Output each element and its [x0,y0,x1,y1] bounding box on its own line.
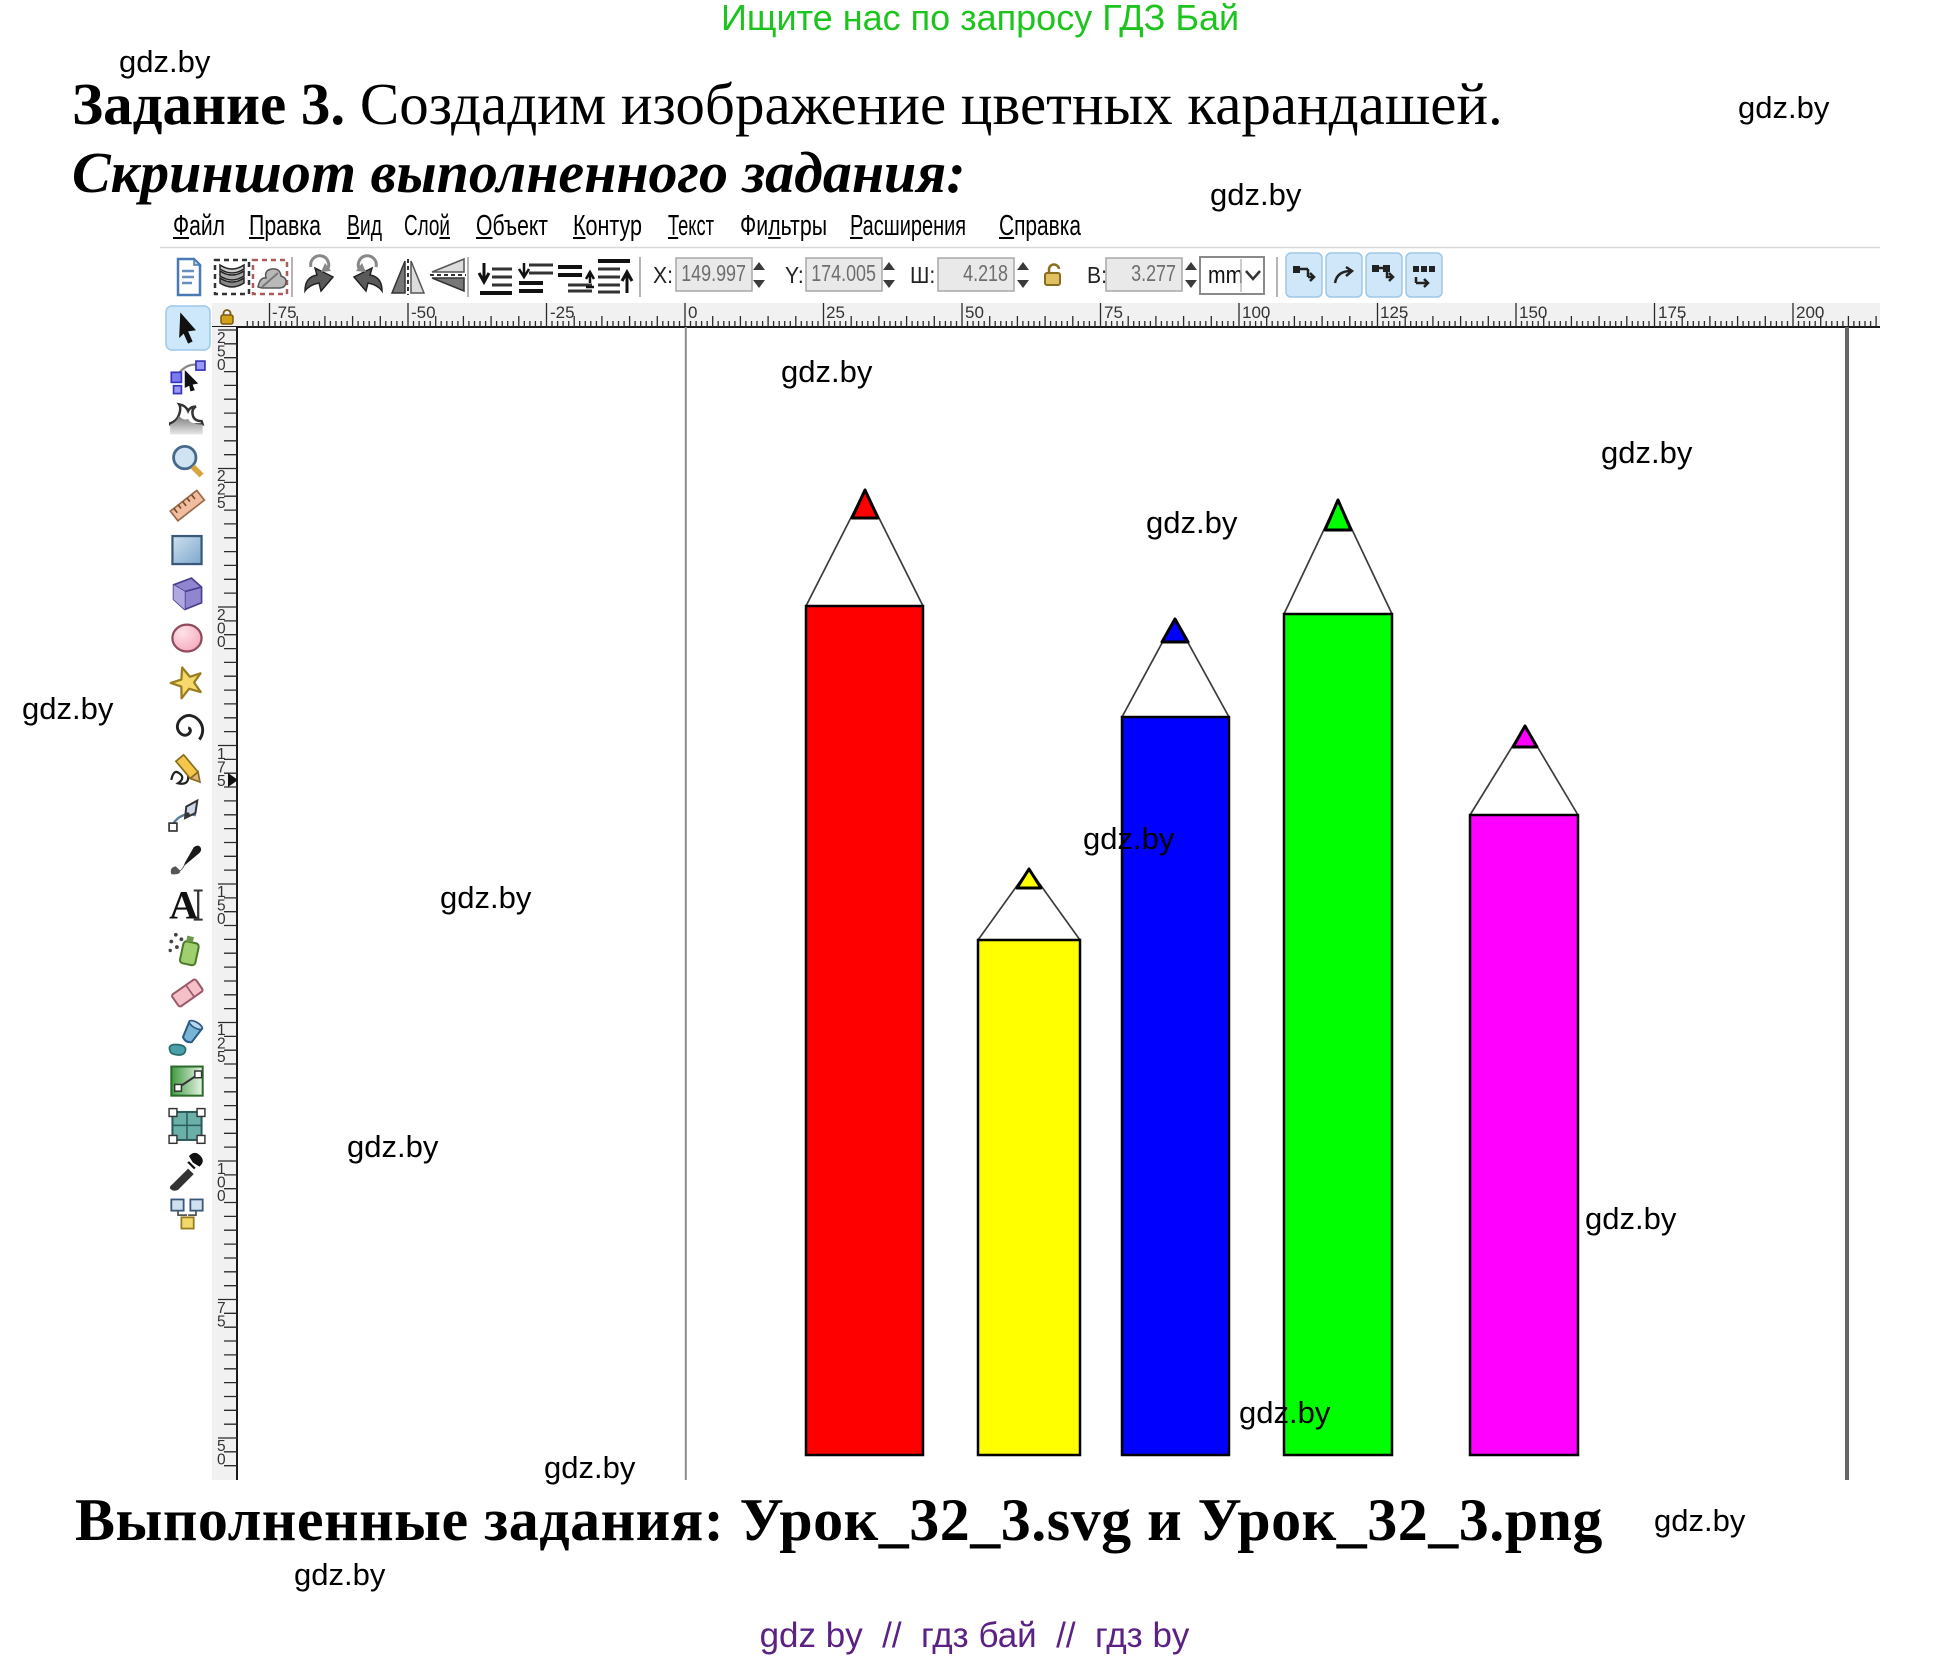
svg-text:174.005: 174.005 [811,261,876,287]
svg-text:50: 50 [217,1438,226,1469]
svg-text:175: 175 [1658,303,1686,322]
svg-text:125: 125 [217,1022,226,1066]
svg-text:-25: -25 [550,303,575,322]
svg-text:100: 100 [1242,303,1270,322]
svg-text:150: 150 [217,884,226,928]
svg-text:mm: mm [1208,262,1243,289]
svg-text:4.218: 4.218 [963,261,1008,287]
svg-text:150: 150 [1519,303,1547,322]
svg-text:Ш:: Ш: [910,262,935,288]
svg-text:200: 200 [217,607,226,651]
svg-text:В:: В: [1087,262,1107,288]
svg-text:0: 0 [688,303,697,322]
svg-text:100: 100 [217,1161,226,1205]
svg-text:-75: -75 [272,303,297,322]
svg-text:225: 225 [217,468,226,512]
svg-text:125: 125 [1380,303,1408,322]
svg-text:3.277: 3.277 [1131,261,1176,287]
svg-text:250: 250 [217,330,226,374]
svg-text:75: 75 [217,1300,226,1331]
svg-text:X:: X: [653,262,673,288]
svg-text:Y:: Y: [785,262,804,288]
svg-text:200: 200 [1796,303,1824,322]
svg-text:-50: -50 [411,303,436,322]
svg-text:25: 25 [826,303,845,322]
svg-text:A: A [169,882,198,927]
svg-text:75: 75 [1104,303,1123,322]
svg-text:149.997: 149.997 [681,261,746,287]
svg-text:50: 50 [965,303,984,322]
svg-text:175: 175 [217,746,226,790]
